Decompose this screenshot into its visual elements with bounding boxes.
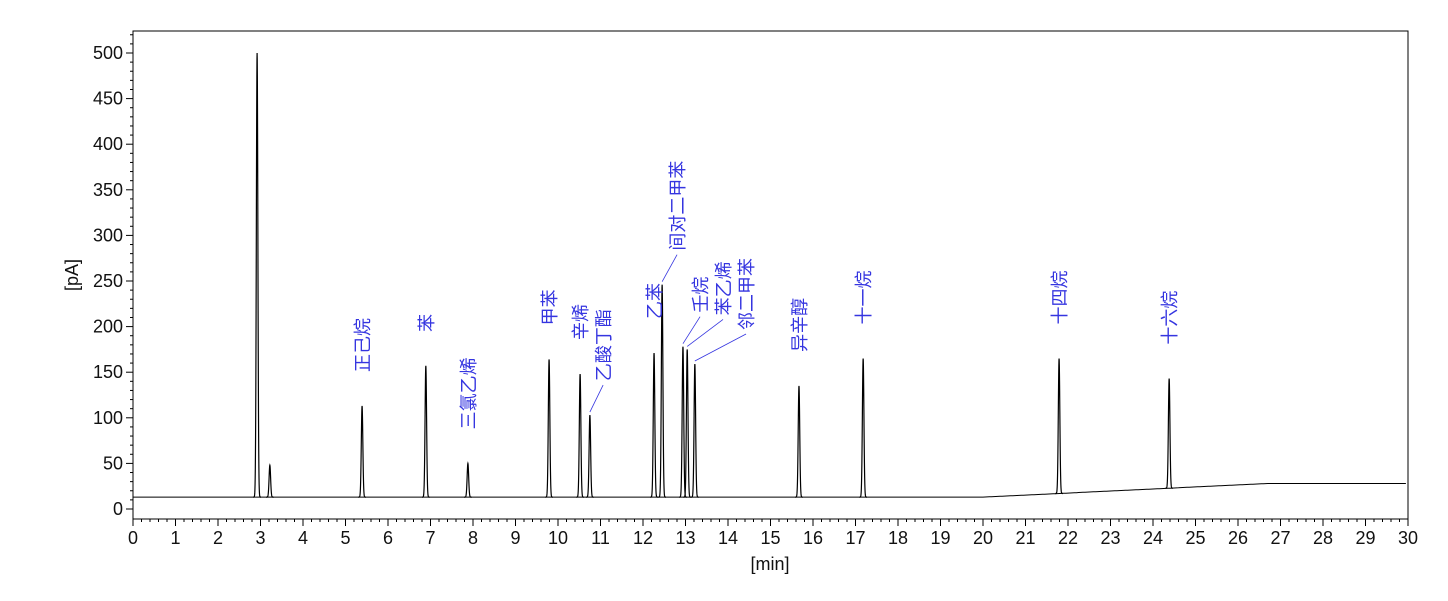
y-tick-label: 350 [93,180,123,200]
plot-frame [132,30,1409,520]
x-tick-label: 1 [170,528,180,548]
peak-label: 正己烷 [353,318,374,372]
y-tick-label: 500 [93,43,123,63]
peak-label: 苯 [417,314,438,332]
x-tick-label: 26 [1228,528,1248,548]
peak-label: 十一烷 [854,271,875,325]
x-tick-label: 2 [213,528,223,548]
x-tick-label: 18 [888,528,908,548]
peak [658,284,666,498]
y-tick-label: 150 [93,362,123,382]
x-tick-label: 16 [803,528,823,548]
label-leader-line [694,333,747,362]
x-tick-label: 6 [383,528,393,548]
peak [586,414,594,498]
y-tick-label: 450 [93,89,123,109]
peak [253,52,261,498]
x-tick-label: 14 [718,528,738,548]
y-tick-label: 0 [113,499,123,519]
peak [358,405,366,498]
peak [679,346,687,498]
peak-label: 三氯乙烯 [459,357,480,429]
x-tick-label: 24 [1143,528,1163,548]
x-tick-label: 15 [760,528,780,548]
x-tick-label: 19 [930,528,950,548]
x-tick-label: 22 [1058,528,1078,548]
peak [464,461,472,498]
baseline-trace [133,483,1406,498]
x-tick-label: 3 [255,528,265,548]
x-tick-label: 5 [340,528,350,548]
x-tick-label: 23 [1100,528,1120,548]
peak [795,385,803,498]
peak [1165,378,1173,489]
x-tick-label: 8 [468,528,478,548]
peak [545,359,553,498]
x-tick-label: 13 [675,528,695,548]
peak [683,349,692,498]
y-axis-label: [pA] [62,259,82,291]
label-leader-line [686,319,724,347]
peak [576,373,584,498]
x-tick-label: 4 [298,528,308,548]
y-tick-label: 50 [103,453,123,473]
peak-label: 辛烯 [571,304,592,340]
peak-label: 甲苯 [540,289,561,325]
y-tick-label: 250 [93,271,123,291]
peak-label: 苯乙烯 [714,261,735,315]
peak-label: 乙酸丁酯 [594,309,615,381]
x-tick-label: 9 [510,528,520,548]
x-tick-label: 0 [128,528,138,548]
label-leader-line [682,316,701,344]
peak-label: 乙苯 [645,283,666,319]
peak-label: 十四烷 [1050,271,1071,325]
peak-label: 邻二甲苯 [737,258,758,330]
x-tick-label: 29 [1355,528,1375,548]
peak [859,358,867,498]
peak-label: 十六烷 [1160,291,1181,345]
peak [1055,358,1063,495]
x-tick-label: 20 [973,528,993,548]
x-tick-label: 11 [591,528,610,548]
peak [266,463,274,498]
label-leader-line [661,254,678,282]
x-tick-label: 17 [845,528,865,548]
x-tick-label: 12 [633,528,653,548]
y-tick-label: 400 [93,134,123,154]
x-tick-label: 21 [1015,528,1035,548]
peak-label: 壬烷 [691,277,712,313]
x-tick-label: 10 [548,528,568,548]
x-tick-label: 30 [1398,528,1418,548]
x-tick-label: 7 [425,528,435,548]
peak-label: 异辛醇 [790,298,811,352]
y-tick-label: 200 [93,317,123,337]
peak-label: 间对二甲苯 [668,161,689,251]
x-tick-label: 27 [1270,528,1290,548]
y-tick-label: 100 [93,408,123,428]
peak [650,353,658,498]
x-tick-label: 25 [1185,528,1205,548]
x-tick-label: 28 [1313,528,1333,548]
peak [691,363,699,498]
label-leader-line [589,384,604,413]
peak [422,365,430,498]
y-tick-label: 300 [93,225,123,245]
x-axis-label: [min] [750,554,789,574]
